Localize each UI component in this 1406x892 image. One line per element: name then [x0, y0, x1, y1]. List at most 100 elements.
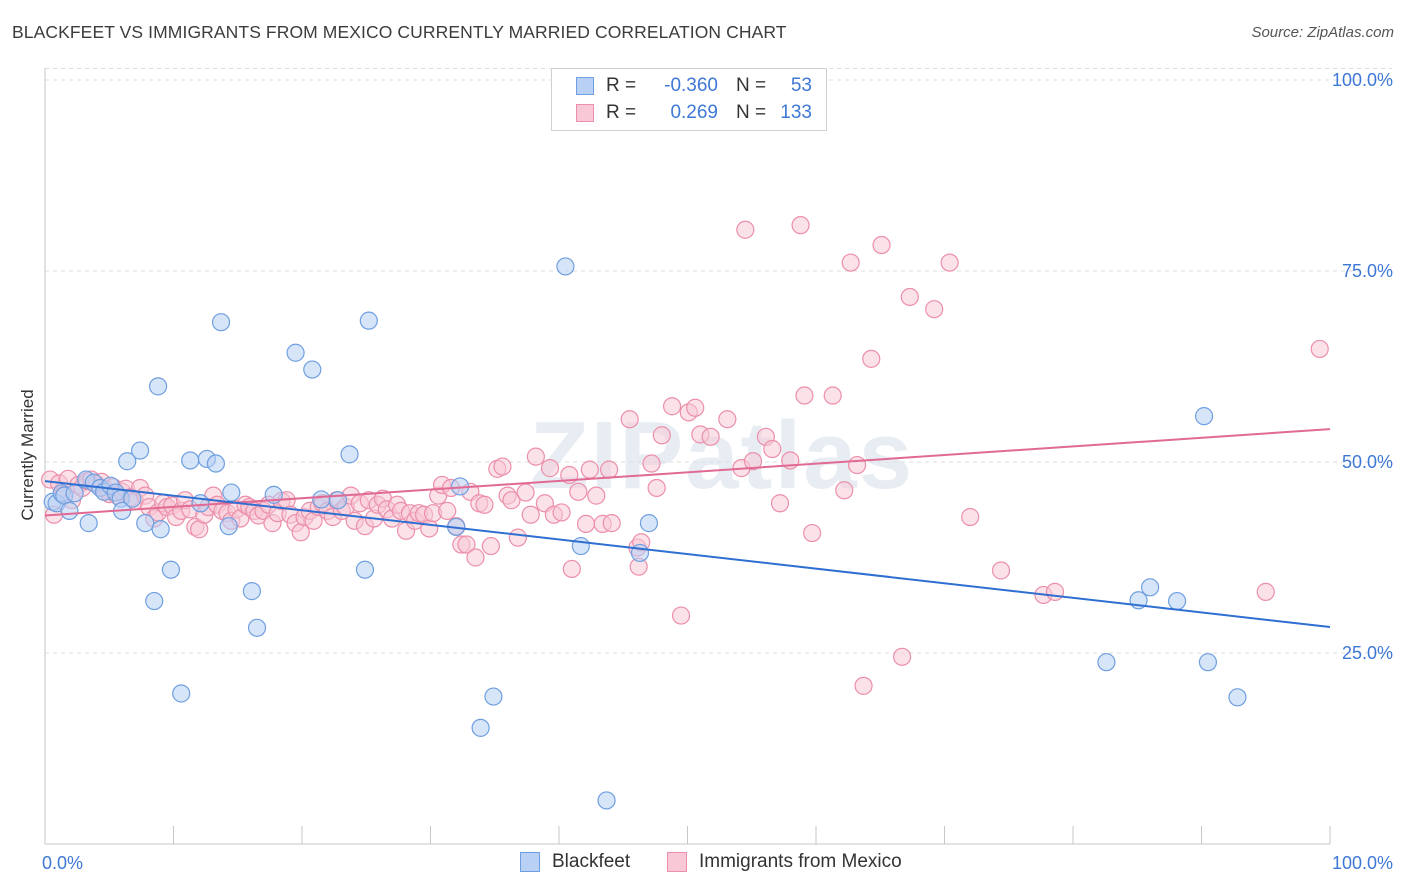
- data-point-mexico: [642, 454, 661, 473]
- data-point-mexico: [438, 501, 457, 520]
- data-point-blackfeet: [303, 360, 322, 379]
- data-point-mexico: [925, 300, 944, 319]
- legend-n-label: N =: [736, 75, 767, 96]
- pink-swatch: [576, 104, 594, 122]
- data-point-blackfeet: [222, 483, 241, 502]
- data-point-mexico: [940, 253, 959, 272]
- data-point-mexico: [508, 528, 527, 547]
- data-point-mexico: [652, 426, 671, 445]
- data-point-blackfeet: [355, 560, 375, 579]
- data-point-blackfeet: [145, 591, 164, 611]
- trend-line-blackfeet: [44, 480, 1331, 629]
- data-point-mexico: [854, 676, 873, 695]
- data-point-blackfeet: [181, 451, 200, 470]
- data-point-mexico: [420, 519, 439, 538]
- legend-r-value: -0.360: [664, 75, 718, 96]
- data-point-mexico: [848, 455, 867, 475]
- data-point-mexico: [686, 398, 705, 417]
- trend-line-mexico: [44, 428, 1331, 517]
- data-point-blackfeet: [130, 441, 150, 460]
- legend-item-blackfeet[interactable]: Blackfeet: [520, 851, 630, 873]
- data-point-blackfeet: [556, 257, 575, 276]
- data-point-mexico: [620, 410, 639, 429]
- data-point-mexico: [647, 478, 666, 498]
- data-point-mexico: [540, 459, 560, 478]
- data-point-blackfeet: [571, 536, 590, 556]
- data-point-blackfeet: [219, 517, 238, 536]
- legend-n-value: 133: [780, 102, 812, 123]
- legend-row-blackfeet: R = -0.360 N = 53: [576, 74, 812, 98]
- series-blackfeet: [43, 257, 1247, 810]
- legend-row-mexico: R = 0.269 N = 133: [576, 101, 812, 125]
- axes: [44, 68, 1331, 845]
- data-point-blackfeet: [312, 490, 331, 509]
- data-point-blackfeet: [1167, 591, 1187, 611]
- data-point-mexico: [862, 349, 881, 368]
- correlation-legend: R = -0.360 N = 53 R = 0.269 N = 133: [551, 68, 827, 131]
- data-point-mexico: [502, 491, 521, 510]
- data-point-blackfeet: [206, 454, 226, 473]
- data-point-mexico: [569, 482, 588, 501]
- blue-swatch: [576, 77, 594, 95]
- data-point-mexico: [803, 523, 822, 543]
- data-point-mexico: [526, 447, 545, 466]
- pink-swatch: [667, 852, 687, 872]
- data-point-blackfeet: [211, 313, 231, 332]
- trend-lines: [44, 428, 1331, 629]
- data-point-blackfeet: [1097, 653, 1116, 672]
- data-point-blackfeet: [328, 491, 348, 510]
- data-point-blackfeet: [340, 445, 359, 464]
- blue-swatch: [520, 852, 540, 872]
- y-tick-label: 100.0%: [1332, 70, 1393, 90]
- legend-n-value: 53: [790, 75, 812, 96]
- data-point-mexico: [961, 507, 980, 527]
- data-point-mexico: [521, 505, 540, 524]
- legend-r-label: R =: [606, 75, 637, 96]
- series-legend: Blackfeet Immigrants from Mexico: [0, 851, 1406, 877]
- data-point-blackfeet: [242, 582, 261, 601]
- data-point-mexico: [872, 235, 891, 255]
- data-point-mexico: [475, 495, 494, 514]
- x-tick-label-left: 0.0%: [42, 853, 83, 873]
- data-point-mexico: [791, 216, 810, 235]
- data-point-blackfeet: [65, 484, 84, 503]
- data-point-mexico: [587, 486, 606, 505]
- data-point-blackfeet: [247, 618, 267, 637]
- data-point-blackfeet: [79, 514, 98, 533]
- data-point-mexico: [795, 386, 814, 405]
- data-point-blackfeet: [161, 560, 181, 579]
- data-point-mexico: [662, 397, 682, 416]
- legend-item-mexico[interactable]: Immigrants from Mexico: [667, 851, 902, 873]
- y-axis-label: Currently Married: [18, 389, 37, 521]
- data-point-mexico: [516, 483, 535, 502]
- data-point-mexico: [900, 287, 919, 307]
- data-point-mexico: [600, 460, 619, 479]
- x-tick-label-right: 100.0%: [1332, 853, 1393, 873]
- data-point-mexico: [743, 452, 763, 471]
- data-point-blackfeet: [1228, 688, 1247, 707]
- data-point-mexico: [493, 457, 512, 476]
- data-point-blackfeet: [286, 343, 305, 362]
- data-point-blackfeet: [471, 718, 490, 737]
- data-point-mexico: [580, 460, 599, 479]
- data-point-mexico: [457, 535, 476, 554]
- data-point-mexico: [841, 253, 860, 272]
- data-point-mexico: [562, 559, 581, 579]
- y-tick-label: 25.0%: [1342, 643, 1393, 663]
- data-point-blackfeet: [597, 791, 616, 810]
- legend-r-value: 0.269: [670, 102, 718, 123]
- data-point-mexico: [1256, 582, 1275, 601]
- legend-n-label: N =: [736, 102, 767, 123]
- data-point-blackfeet: [630, 543, 650, 563]
- data-point-mexico: [770, 494, 790, 513]
- tick-labels: 25.0% 50.0% 75.0% 100.0% 0.0% 100.0%: [42, 70, 1393, 873]
- data-point-blackfeet: [60, 501, 79, 520]
- data-point-blackfeet: [148, 377, 168, 396]
- data-point-blackfeet: [484, 687, 503, 706]
- y-tick-label: 50.0%: [1342, 452, 1393, 472]
- data-point-mexico: [835, 481, 854, 500]
- data-point-blackfeet: [1140, 578, 1160, 597]
- data-point-mexico: [736, 220, 755, 239]
- data-point-blackfeet: [118, 452, 137, 471]
